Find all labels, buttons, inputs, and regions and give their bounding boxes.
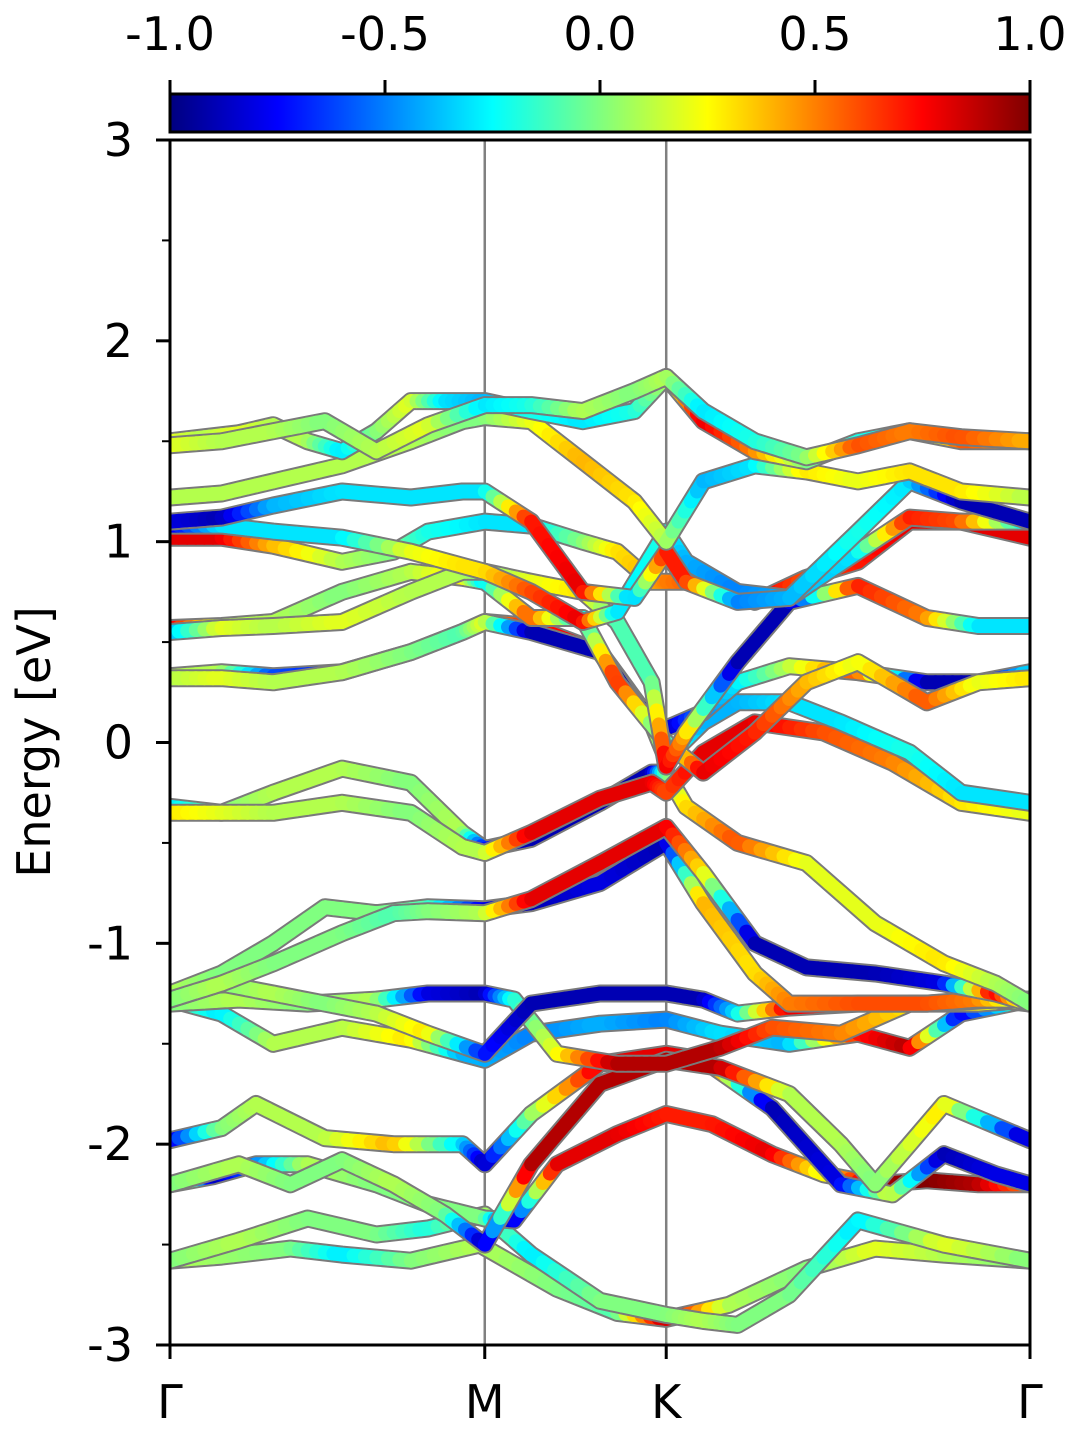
band-2 xyxy=(170,1205,1030,1334)
y-axis-title: Energy [eV] xyxy=(7,606,61,877)
band-5 xyxy=(170,1050,1030,1254)
y-tick-label: -2 xyxy=(87,1117,133,1171)
y-tick-label: 0 xyxy=(104,716,133,770)
colorbar-tick-label: 0.0 xyxy=(563,7,636,61)
band-segment xyxy=(1011,794,1030,810)
band-segment xyxy=(1011,433,1030,449)
y-axis: -3 -2 -1 0 1 2 3 xyxy=(87,113,170,1372)
band-segment xyxy=(1008,1127,1030,1148)
colorbar-tick-label: 1.0 xyxy=(993,7,1066,61)
colorbar-tick-label: -1.0 xyxy=(125,7,215,61)
colorbar-ticks: -1.0 -0.5 0.0 0.5 1.0 xyxy=(125,7,1067,94)
bands xyxy=(170,368,1030,1334)
band-segment xyxy=(1011,804,1030,820)
band-22 xyxy=(170,368,1030,467)
y-tick-label: 3 xyxy=(104,113,133,167)
band-segment xyxy=(1011,511,1030,529)
band-12 xyxy=(170,713,1030,862)
y-tick-label: -3 xyxy=(87,1318,133,1372)
y-tick-label: 1 xyxy=(104,515,133,569)
band-segment xyxy=(1011,489,1030,505)
colorbar-tick-label: -0.5 xyxy=(340,7,430,61)
colorbar xyxy=(168,92,1032,134)
colorbar-tick-label: 0.5 xyxy=(778,7,851,61)
band-segment xyxy=(1008,1251,1030,1268)
x-tick-label: M xyxy=(465,1375,505,1429)
x-tick-label: Γ xyxy=(1017,1375,1043,1429)
x-tick-label: K xyxy=(651,1375,683,1429)
x-tick-label: Γ xyxy=(157,1375,183,1429)
band-20 xyxy=(170,408,1030,551)
y-tick-label: -1 xyxy=(87,916,133,970)
y-tick-label: 2 xyxy=(104,314,133,368)
band-19 xyxy=(170,472,1030,611)
band-segment xyxy=(1011,528,1030,545)
